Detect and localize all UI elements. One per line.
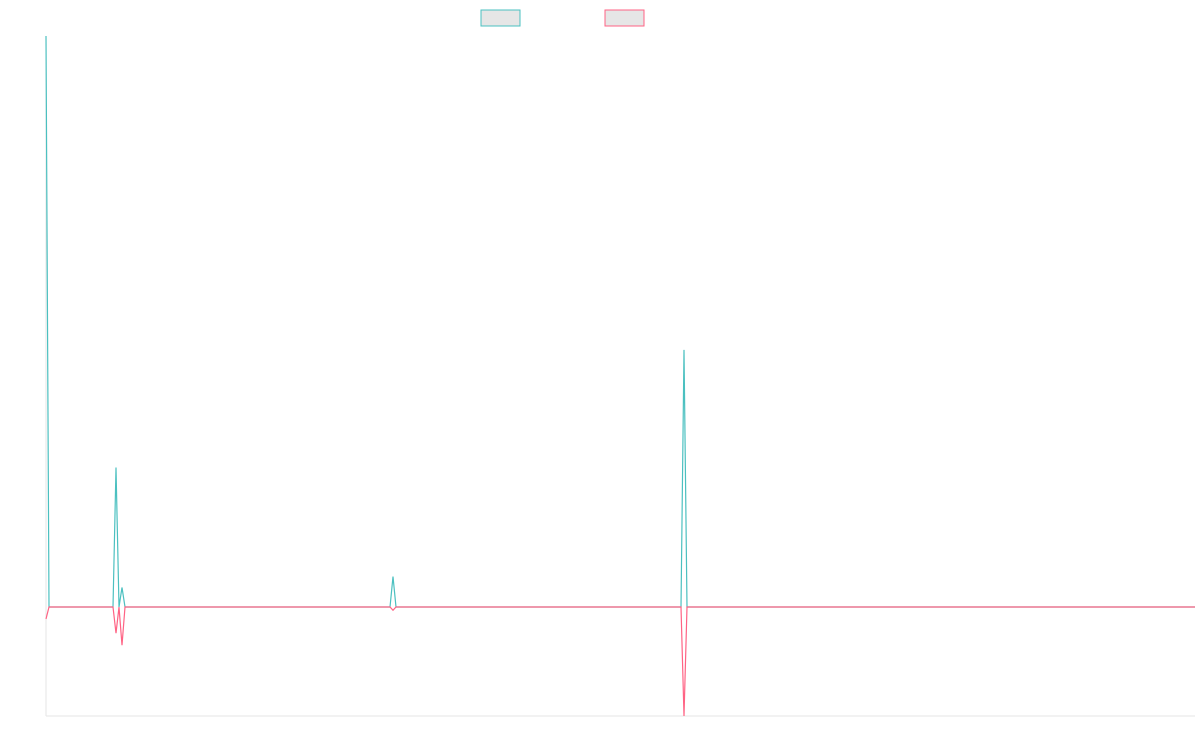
legend-swatch[interactable] xyxy=(480,9,521,27)
series-line xyxy=(45,35,1195,608)
legend-swatch[interactable] xyxy=(604,9,645,27)
series-line xyxy=(45,606,1195,717)
